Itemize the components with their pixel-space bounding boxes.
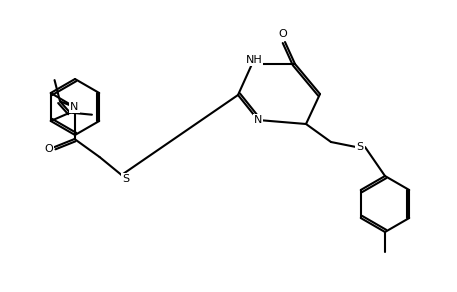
Text: S: S [356,142,364,152]
Text: NH: NH [245,55,262,65]
Text: N: N [70,102,79,112]
Text: N: N [254,115,262,125]
Text: S: S [122,174,129,184]
Text: O: O [44,144,53,154]
Text: O: O [279,29,287,39]
